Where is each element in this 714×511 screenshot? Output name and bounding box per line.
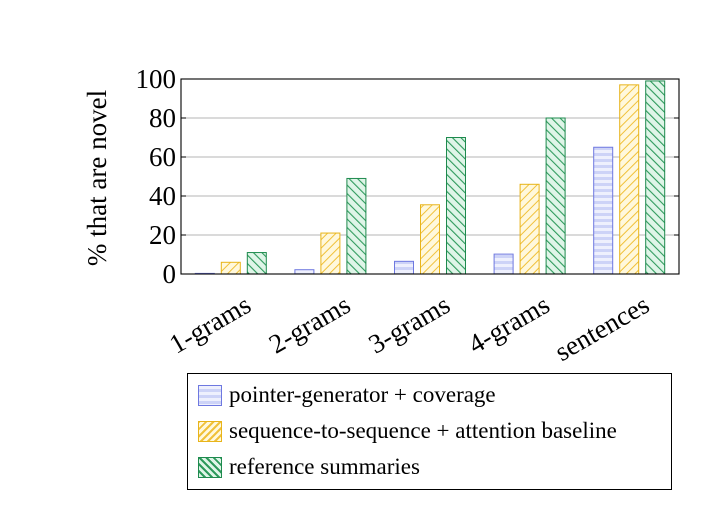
y-tick-label: 0	[163, 259, 177, 289]
x-tick-label: sentences	[550, 289, 655, 367]
bar-3-grams-series-3	[446, 137, 466, 275]
bars	[194, 80, 666, 275]
x-tick-label: 4-grams	[463, 289, 555, 359]
y-tick-label: 60	[149, 142, 176, 172]
legend-item: reference summaries	[198, 454, 420, 480]
bar-2-grams-series-2	[320, 232, 341, 275]
bar-sentences-series-1	[593, 146, 614, 275]
legend-item: pointer-generator + coverage	[198, 382, 496, 408]
y-tick-label: 80	[149, 103, 176, 133]
x-tick-label: 2-grams	[264, 289, 356, 359]
plot-frame	[180, 78, 680, 275]
y-tick-label: 100	[136, 64, 177, 94]
legend-swatch	[198, 384, 222, 406]
legend-item: sequence-to-sequence + attention baselin…	[198, 418, 617, 444]
bar-2-grams-series-1	[294, 269, 315, 275]
x-tick-label: 1-grams	[164, 289, 256, 359]
bar-4-grams-series-1	[493, 253, 514, 275]
legend-swatch	[198, 420, 222, 442]
y-tick-label: 20	[149, 220, 176, 250]
bar-2-grams-series-3	[346, 177, 367, 275]
y-tick-label: 40	[149, 181, 176, 211]
bar-1-grams-series-3	[246, 252, 267, 275]
bar-sentences-series-2	[619, 84, 640, 275]
bar-3-grams-series-1	[394, 260, 414, 275]
legend: pointer-generator + coverage sequence-to-…	[187, 373, 672, 490]
bar-sentences-series-3	[645, 80, 666, 275]
bar-1-grams-series-2	[220, 261, 241, 275]
legend-swatch	[198, 456, 222, 478]
legend-label: reference summaries	[229, 454, 420, 479]
legend-label: sequence-to-sequence + attention baselin…	[229, 418, 617, 443]
bar-4-grams-series-2	[519, 183, 540, 275]
bar-3-grams-series-2	[420, 204, 440, 275]
x-tick-label: 3-grams	[363, 289, 455, 359]
y-axis-label: % that are novel	[82, 90, 112, 266]
bar-4-grams-series-3	[545, 117, 566, 275]
legend-label: pointer-generator + coverage	[229, 382, 496, 407]
